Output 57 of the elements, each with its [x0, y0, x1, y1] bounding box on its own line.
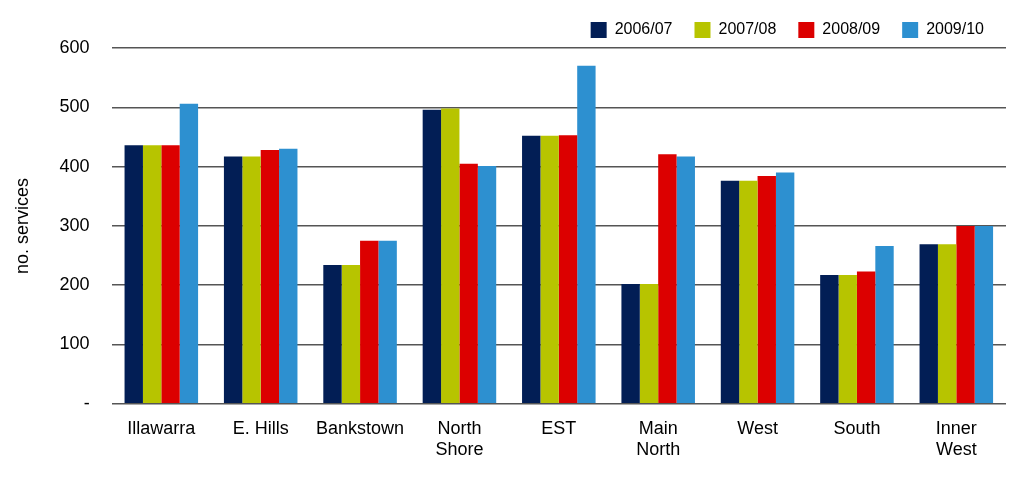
bar: [260, 150, 280, 404]
legend-label: 2009/10: [926, 20, 985, 38]
y-tick-label: 500: [59, 96, 90, 117]
bar: [720, 180, 740, 404]
bar: [378, 240, 397, 404]
y-tick-label: 100: [59, 333, 90, 354]
x-tick-label: Main North: [636, 417, 681, 460]
bar: [422, 109, 442, 404]
bar: [341, 265, 361, 404]
bar: [956, 225, 975, 404]
bar: [676, 156, 695, 404]
bar: [621, 284, 640, 404]
x-tick-label: E. Hills: [232, 417, 289, 438]
bar: [540, 135, 559, 404]
bar: [639, 284, 659, 404]
x-tick-label: West: [737, 417, 778, 438]
bar: [142, 145, 162, 404]
bar: [739, 180, 758, 404]
bar: [124, 145, 143, 404]
bar: [974, 225, 994, 404]
y-tick-label: 200: [59, 274, 90, 295]
y-axis-title: no. services: [11, 177, 32, 274]
bar: [522, 135, 541, 404]
bar: [775, 172, 795, 404]
bar: [242, 156, 261, 404]
bar: [856, 271, 876, 404]
legend-label: 2007/08: [718, 20, 777, 38]
y-tick-label: -: [83, 392, 90, 413]
bar: [179, 103, 199, 404]
bar: [820, 275, 839, 404]
bar: [441, 108, 460, 404]
bar: [658, 154, 677, 404]
bar: [223, 156, 243, 404]
y-tick-label: 600: [59, 36, 90, 57]
bar: [360, 240, 379, 404]
y-tick-label: 400: [59, 155, 90, 176]
bar: [279, 148, 298, 404]
legend-label: 2006/07: [614, 20, 673, 38]
bar: [757, 176, 776, 404]
x-tick-label: South: [833, 417, 881, 438]
bar: [477, 166, 497, 404]
x-tick-label: North Shore: [435, 417, 484, 460]
bar: [459, 163, 478, 404]
bar: [161, 145, 180, 404]
bar: [875, 246, 894, 404]
x-tick-label: Inner West: [935, 417, 977, 460]
bar: [323, 265, 342, 404]
x-tick-label: Bankstown: [316, 417, 405, 438]
bar: [937, 244, 957, 404]
bar: [838, 275, 857, 404]
bar: [919, 244, 938, 404]
x-tick-label: EST: [541, 417, 577, 438]
x-tick-label: Illawarra: [127, 417, 197, 438]
y-tick-label: 300: [59, 214, 90, 235]
legend-label: 2008/09: [822, 20, 881, 38]
bar: [577, 65, 596, 404]
bar: [558, 135, 578, 404]
